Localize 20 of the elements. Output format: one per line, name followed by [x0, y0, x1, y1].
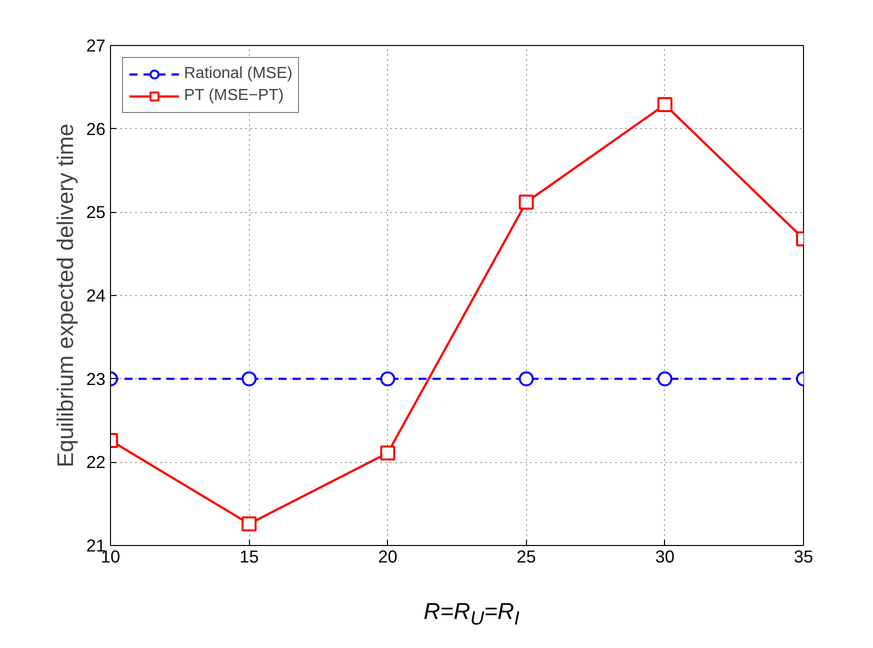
legend-label: Rational (MSE) [184, 65, 292, 83]
point [380, 371, 396, 386]
point [518, 194, 534, 210]
point [380, 446, 396, 460]
y-tick-label: 26 [86, 118, 106, 139]
x-tick-label: 10 [100, 546, 120, 566]
y-tick-label: 23 [86, 368, 106, 389]
legend-label: PT (MSE−PT) [184, 87, 284, 105]
point [518, 371, 534, 386]
y-tick-label: 24 [86, 286, 106, 306]
y-tick-label: 22 [86, 452, 106, 472]
x-tick-label: 30 [655, 546, 675, 566]
x-tick-label: 15 [239, 546, 259, 566]
x-tick-label: 20 [378, 546, 398, 566]
y-axis-title: Equilibrium expected delivery time [52, 124, 78, 468]
y-tick-label: 25 [86, 202, 106, 222]
x-tick-label: 35 [794, 546, 814, 566]
y-tick-label: 27 [86, 36, 106, 56]
x-axis-title: R=R$_{U}$=R$_{I}$ [422, 597, 520, 632]
x-tick-label: 25 [516, 546, 536, 566]
